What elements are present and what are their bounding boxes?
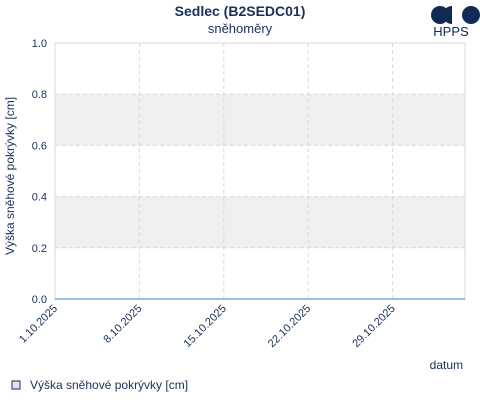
chart-subtitle: sněhoměry	[208, 21, 273, 36]
chart-title: Sedlec (B2SEDC01)	[175, 3, 306, 19]
y-tick-label: 1.0	[32, 38, 47, 50]
hpps-logo: HPPS	[431, 6, 480, 39]
y-axis-label: Výška sněhové pokrývky [cm]	[3, 97, 17, 255]
x-tick-label: 22.10.2025	[266, 303, 313, 350]
y-tick-labels: 0.0 0.2 0.4 0.6 0.8 1.0	[32, 38, 47, 306]
legend: Výška sněhové pokrývky [cm]	[11, 378, 188, 392]
legend-swatch	[11, 380, 21, 390]
legend-label: Výška sněhové pokrývky [cm]	[30, 378, 188, 392]
plot-band	[55, 94, 465, 146]
hpps-logo-icon	[431, 6, 480, 24]
x-tick-label: 1.10.2025	[17, 303, 60, 346]
y-tick-label: 0.8	[32, 89, 47, 101]
x-tick-labels: 1.10.2025 8.10.2025 15.10.2025 22.10.2025 29…	[17, 303, 398, 350]
plot-area	[54, 42, 466, 300]
x-tick-label: 15.10.2025	[182, 303, 229, 350]
x-tick-label: 29.10.2025	[350, 303, 397, 350]
plot-bands	[55, 94, 465, 248]
hpps-logo-text: HPPS	[433, 24, 469, 39]
x-tick-label: 8.10.2025	[101, 303, 144, 346]
x-axis-label: datum	[430, 358, 463, 372]
y-tick-label: 0.0	[32, 294, 47, 306]
grid-lines	[55, 43, 465, 300]
y-tick-label: 0.6	[32, 140, 47, 152]
y-tick-label: 0.4	[32, 192, 47, 204]
plot-band	[55, 196, 465, 248]
y-tick-label: 0.2	[32, 243, 47, 255]
